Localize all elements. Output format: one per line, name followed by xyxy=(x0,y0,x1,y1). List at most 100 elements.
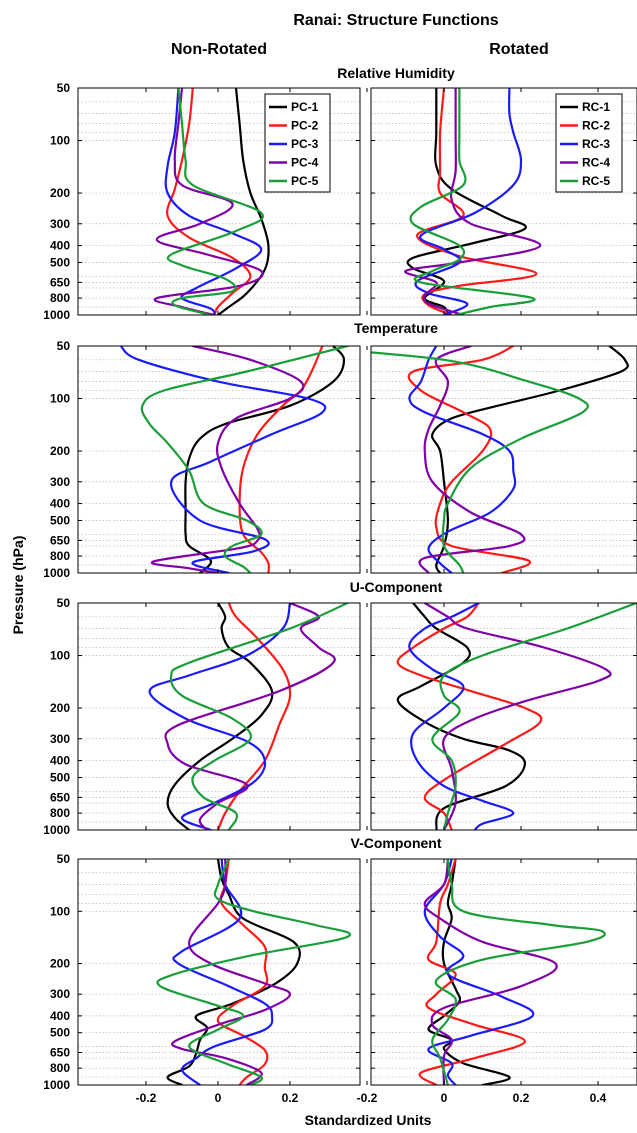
legend-label: PC-2 xyxy=(291,119,319,133)
series-line-5 xyxy=(409,88,536,315)
y-tick-label: 400 xyxy=(50,497,70,511)
series-line-5 xyxy=(431,603,637,830)
column-title-non-rotated: Non-Rotated xyxy=(171,41,267,58)
y-tick-label: 100 xyxy=(50,904,70,918)
y-tick-label: 800 xyxy=(50,806,70,820)
series-group xyxy=(371,346,629,573)
y-tick-label: 800 xyxy=(50,291,70,305)
legend: PC-1 PC-2 PC-3 PC-4 PC-5 xyxy=(264,93,331,193)
series-line-4 xyxy=(404,88,542,315)
panel-frame xyxy=(77,345,361,574)
legend-label: PC-5 xyxy=(291,174,319,188)
y-tick-label: 300 xyxy=(50,217,70,231)
series-line-5 xyxy=(169,603,349,830)
y-tick-label: 1000 xyxy=(43,308,70,322)
y-tick-label: 400 xyxy=(50,754,70,768)
y-tick-label: 500 xyxy=(50,770,70,784)
series-line-1 xyxy=(216,88,270,315)
x-tick-label: 0 xyxy=(441,1091,448,1105)
figure-title: Ranai: Structure Functions xyxy=(293,12,498,29)
legend-label: RC-4 xyxy=(582,156,610,170)
series-line-5 xyxy=(140,346,349,573)
series-line-1 xyxy=(166,859,301,1085)
y-tick-label: 100 xyxy=(50,134,70,148)
y-tick-label: 200 xyxy=(50,701,70,715)
legend-label: PC-4 xyxy=(291,156,319,170)
y-tick-label: 650 xyxy=(50,1046,70,1060)
series-group xyxy=(404,88,542,315)
legend-label: RC-2 xyxy=(582,119,610,133)
series-group xyxy=(418,859,606,1085)
series-line-1 xyxy=(184,346,346,573)
panel-2-1 xyxy=(366,602,637,831)
y-tick-label: 400 xyxy=(50,1009,70,1023)
y-tick-label: 1000 xyxy=(43,566,70,580)
series-line-1 xyxy=(427,859,511,1085)
series-group xyxy=(156,859,352,1085)
series-line-3 xyxy=(408,603,515,830)
y-tick-label: 800 xyxy=(50,1061,70,1075)
series-line-2 xyxy=(396,603,543,830)
series-line-4 xyxy=(150,346,305,573)
y-tick-label: 100 xyxy=(50,392,70,406)
series-line-3 xyxy=(148,603,292,830)
y-tick-label: 200 xyxy=(50,957,70,971)
series-line-4 xyxy=(423,603,612,830)
series-group xyxy=(148,603,349,830)
series-group xyxy=(396,603,637,830)
y-tick-label: 1000 xyxy=(43,1078,70,1092)
row-title: Temperature xyxy=(354,320,438,336)
y-tick-label: 650 xyxy=(50,275,70,289)
legend-label: PC-1 xyxy=(291,100,319,114)
series-line-4 xyxy=(153,88,264,315)
panel-frame xyxy=(370,87,637,316)
y-tick-label: 800 xyxy=(50,549,70,563)
row-title: Relative Humidity xyxy=(337,65,455,81)
series-line-1 xyxy=(431,346,629,573)
series-line-3 xyxy=(423,859,535,1085)
legend-label: RC-1 xyxy=(582,100,610,114)
panel-frame xyxy=(77,858,361,1086)
panel-frame xyxy=(370,602,637,831)
panel-1-1 xyxy=(366,345,637,574)
x-tick-label: 0.2 xyxy=(282,1091,299,1105)
legend: RC-1 RC-2 RC-3 RC-4 RC-5 xyxy=(555,93,623,193)
series-line-5 xyxy=(431,859,606,1085)
series-line-2 xyxy=(418,859,526,1085)
x-axis-label: Standardized Units xyxy=(305,1112,432,1128)
series-group xyxy=(153,88,270,315)
y-tick-label: 1000 xyxy=(43,823,70,837)
panel-frame xyxy=(77,87,361,316)
series-line-5 xyxy=(371,351,590,573)
series-line-2 xyxy=(216,859,269,1085)
y-tick-label: 500 xyxy=(50,1026,70,1040)
panels-group: Relative Humidity50100200300400500650800… xyxy=(43,65,637,1105)
y-tick-label: 500 xyxy=(50,255,70,269)
series-line-4 xyxy=(171,859,292,1085)
x-tick-label: 0.4 xyxy=(590,1091,607,1105)
panel-2-0: 50 100 200 300 400 500 650 800 1000 xyxy=(43,596,361,837)
y-tick-label: 300 xyxy=(50,987,70,1001)
y-tick-label: 100 xyxy=(50,649,70,663)
y-tick-label: 500 xyxy=(50,513,70,527)
y-tick-label: 400 xyxy=(50,239,70,253)
panel-3-1: -0.2 0 0.2 0.4 xyxy=(357,858,637,1105)
series-line-3 xyxy=(172,859,274,1085)
series-line-2 xyxy=(407,346,532,573)
series-line-5 xyxy=(166,88,264,315)
y-tick-label: 200 xyxy=(50,444,70,458)
series-line-4 xyxy=(423,859,558,1085)
y-tick-label: 300 xyxy=(50,732,70,746)
x-tick-label: -0.2 xyxy=(357,1091,378,1105)
y-tick-label: 50 xyxy=(57,596,71,610)
y-tick-label: 50 xyxy=(57,339,71,353)
panel-frame xyxy=(370,345,637,574)
y-tick-label: 650 xyxy=(50,533,70,547)
series-line-3 xyxy=(119,346,327,573)
y-tick-label: 50 xyxy=(57,81,71,95)
panel-0-1: RC-1 RC-2 RC-3 RC-4 RC-5 xyxy=(366,87,637,316)
panel-frame xyxy=(77,602,361,831)
series-line-3 xyxy=(414,88,523,315)
series-group xyxy=(119,346,349,573)
